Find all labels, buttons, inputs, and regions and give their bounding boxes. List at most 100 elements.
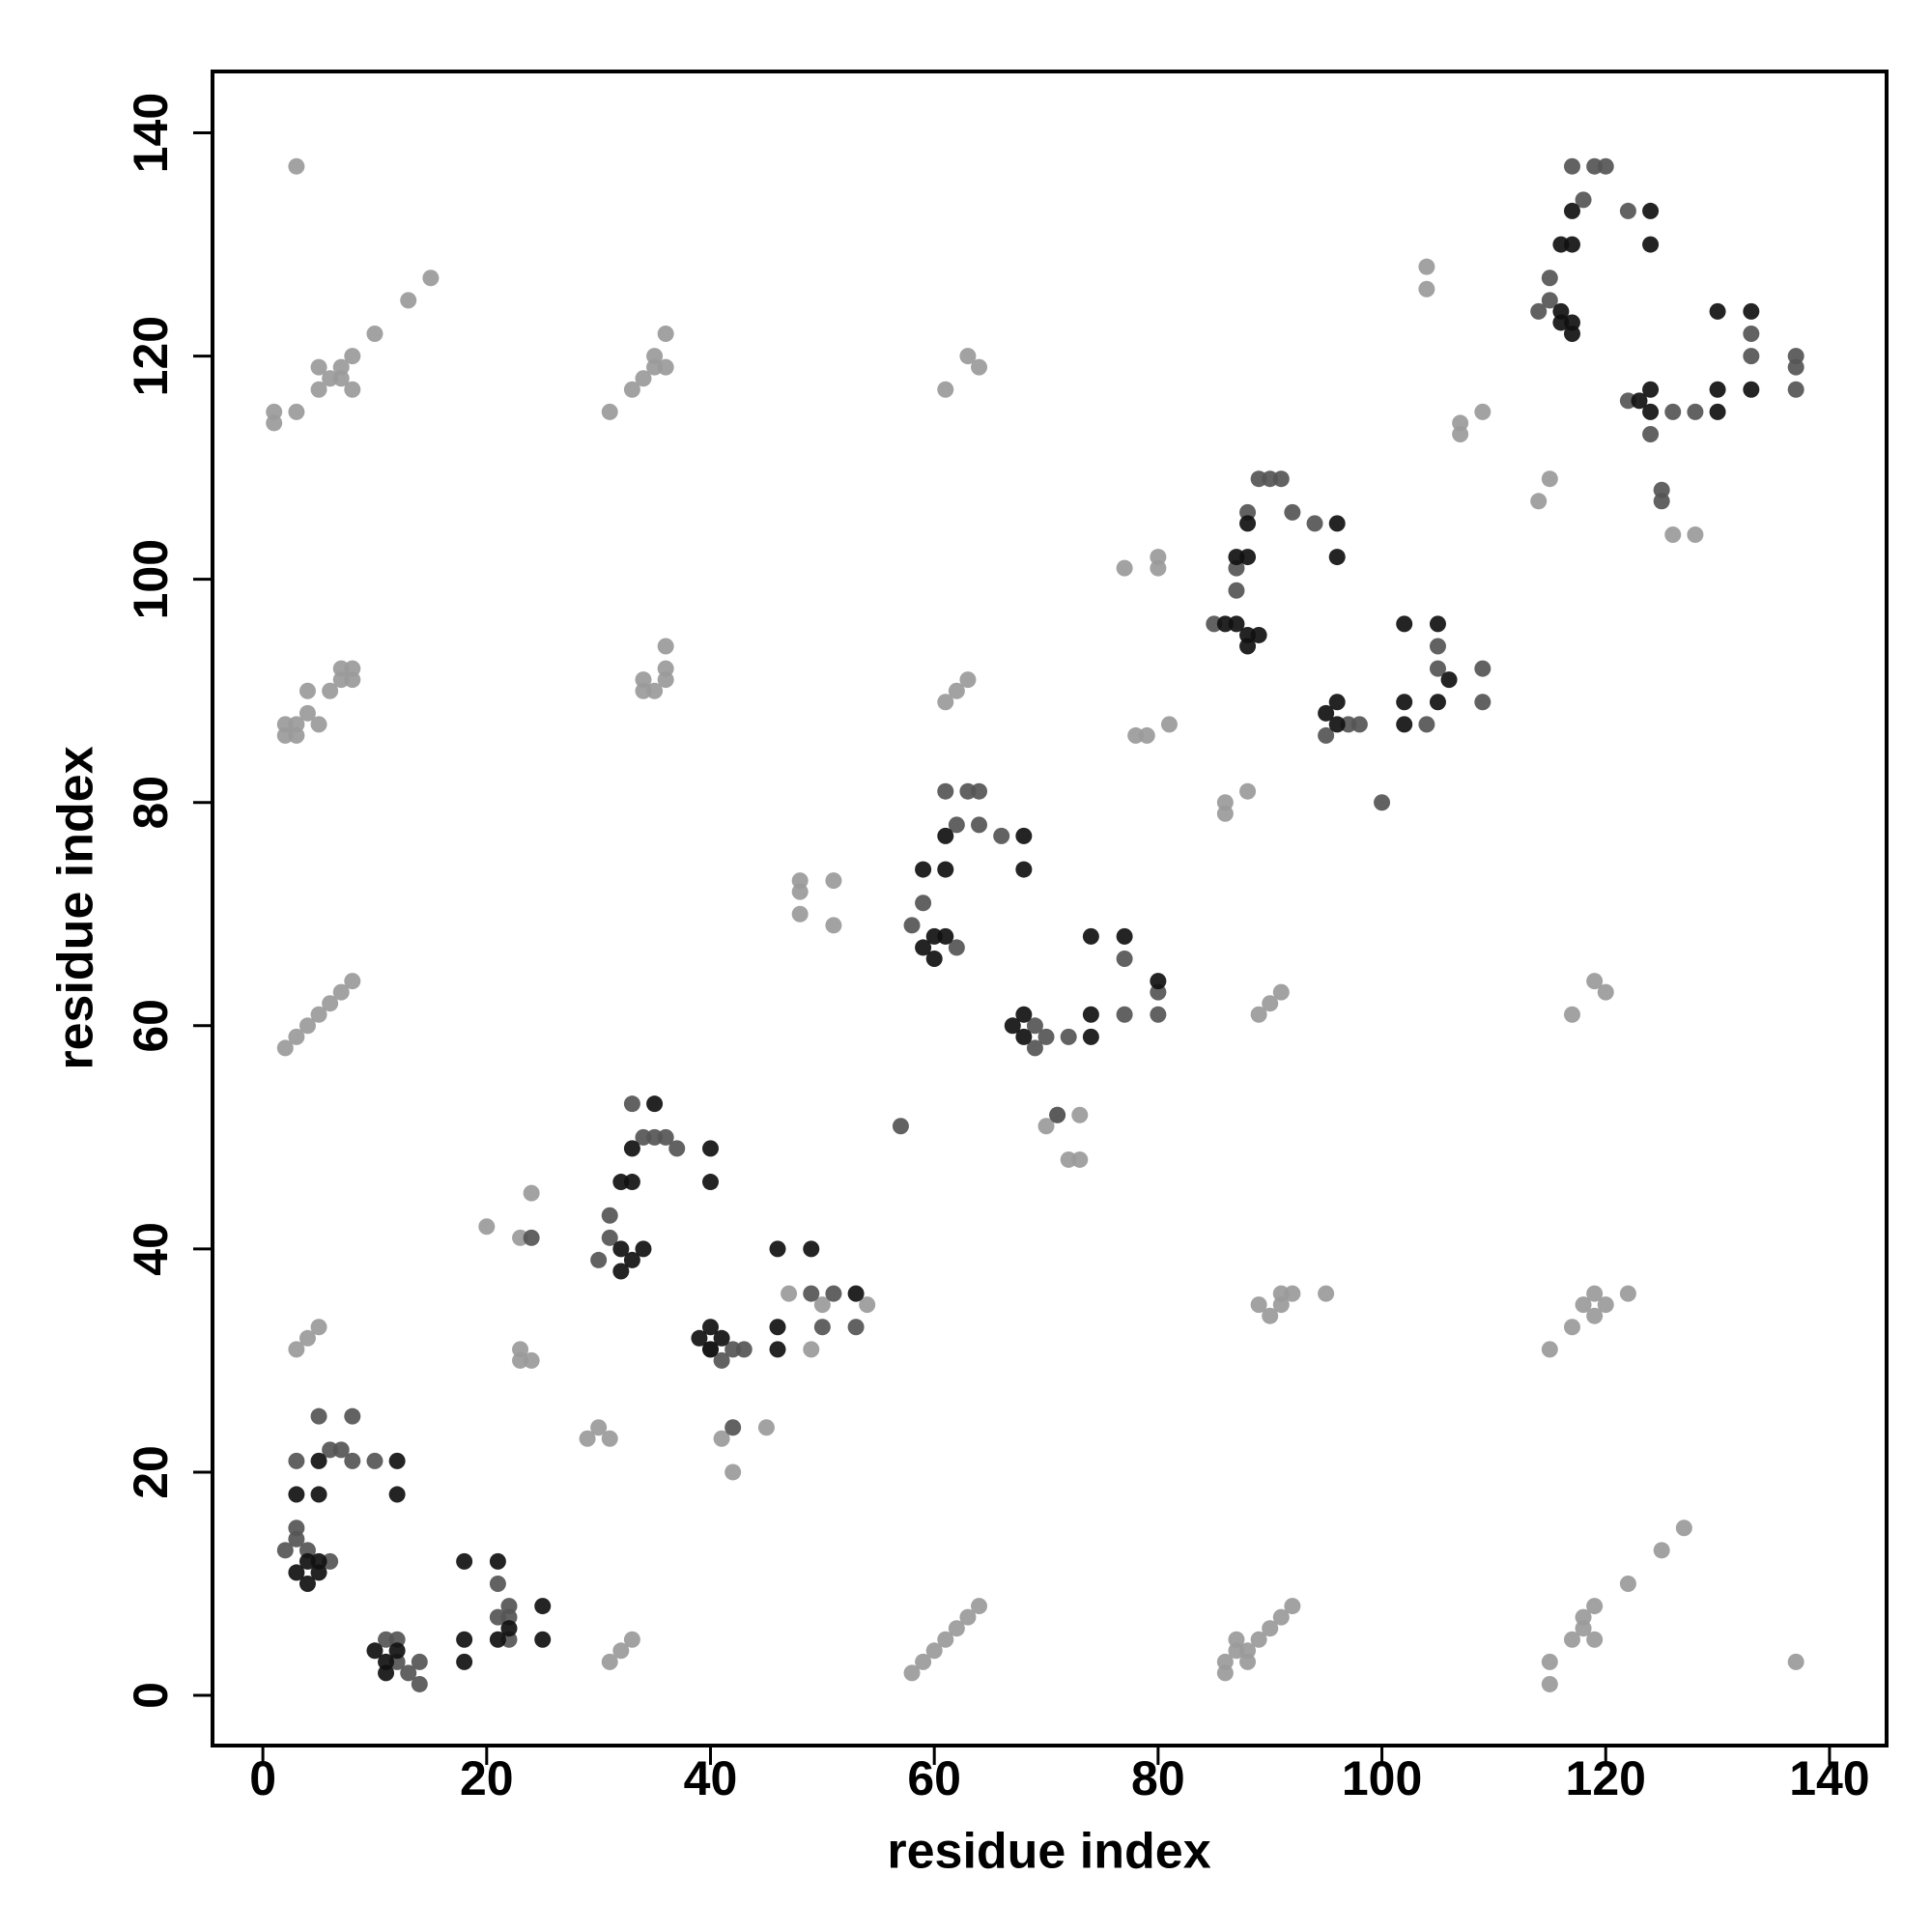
point bbox=[1619, 202, 1636, 219]
point bbox=[310, 716, 327, 733]
point bbox=[1037, 1028, 1055, 1045]
point bbox=[344, 660, 361, 677]
point bbox=[1396, 694, 1413, 711]
point bbox=[489, 1575, 506, 1592]
point bbox=[388, 1452, 406, 1469]
point bbox=[344, 973, 361, 990]
point bbox=[612, 1240, 630, 1258]
point bbox=[701, 1174, 719, 1191]
point bbox=[724, 1463, 742, 1481]
point bbox=[1474, 694, 1492, 711]
y-tick-label: 100 bbox=[124, 539, 178, 619]
point bbox=[288, 157, 305, 175]
point bbox=[937, 782, 954, 800]
point bbox=[646, 348, 664, 365]
point bbox=[1284, 503, 1301, 521]
point bbox=[937, 861, 954, 878]
point bbox=[1396, 615, 1413, 633]
point bbox=[310, 1452, 327, 1469]
point bbox=[646, 1095, 664, 1113]
point bbox=[713, 1351, 730, 1369]
point bbox=[1239, 515, 1257, 532]
point bbox=[310, 1319, 327, 1336]
point bbox=[903, 917, 921, 934]
point bbox=[298, 682, 316, 699]
point bbox=[1664, 526, 1682, 543]
point bbox=[523, 1184, 540, 1202]
point bbox=[1239, 638, 1257, 655]
point bbox=[1429, 660, 1446, 677]
point bbox=[1687, 403, 1704, 420]
y-tick-label: 120 bbox=[124, 316, 178, 396]
point bbox=[1687, 526, 1704, 543]
y-tick-label: 80 bbox=[124, 776, 178, 830]
point bbox=[1015, 1028, 1033, 1045]
point bbox=[344, 348, 361, 365]
point bbox=[1743, 348, 1760, 365]
point bbox=[1452, 414, 1469, 432]
point bbox=[1619, 1285, 1636, 1302]
point bbox=[400, 292, 417, 309]
point bbox=[623, 1174, 640, 1191]
point bbox=[1787, 381, 1804, 398]
point bbox=[668, 1140, 686, 1157]
point bbox=[1015, 827, 1033, 844]
point bbox=[288, 1341, 305, 1358]
point bbox=[1071, 1151, 1089, 1168]
point bbox=[1597, 157, 1614, 175]
point bbox=[366, 1642, 384, 1660]
point bbox=[713, 1430, 730, 1447]
point bbox=[948, 682, 965, 699]
point bbox=[612, 1263, 630, 1280]
point bbox=[1743, 381, 1760, 398]
point bbox=[769, 1341, 786, 1358]
point bbox=[310, 1564, 327, 1581]
point bbox=[1272, 983, 1290, 1001]
point bbox=[735, 1341, 753, 1358]
point bbox=[1082, 1028, 1099, 1045]
point bbox=[657, 638, 674, 655]
point bbox=[1541, 292, 1558, 309]
point bbox=[1575, 1608, 1592, 1626]
point bbox=[971, 816, 988, 834]
point bbox=[1071, 1106, 1089, 1123]
point bbox=[1138, 726, 1155, 744]
point bbox=[1653, 1542, 1670, 1559]
point bbox=[959, 1608, 977, 1626]
point bbox=[1642, 403, 1660, 420]
point bbox=[1150, 973, 1167, 990]
point bbox=[288, 1452, 305, 1469]
point bbox=[623, 1140, 640, 1157]
point bbox=[781, 1285, 798, 1302]
point bbox=[657, 326, 674, 343]
point bbox=[1541, 1675, 1558, 1692]
point bbox=[803, 1240, 820, 1258]
point bbox=[959, 671, 977, 689]
point bbox=[1015, 861, 1033, 878]
point bbox=[948, 816, 965, 834]
point bbox=[971, 1598, 988, 1615]
point bbox=[612, 1642, 630, 1660]
point bbox=[813, 1296, 831, 1314]
point bbox=[456, 1552, 473, 1570]
point bbox=[859, 1296, 876, 1314]
point bbox=[1429, 638, 1446, 655]
point bbox=[523, 1351, 540, 1369]
point bbox=[1474, 660, 1492, 677]
point bbox=[1530, 493, 1548, 510]
point bbox=[892, 1118, 909, 1135]
point bbox=[1787, 348, 1804, 365]
point bbox=[1586, 1598, 1604, 1615]
point bbox=[1250, 1296, 1267, 1314]
point bbox=[825, 1285, 842, 1302]
point bbox=[713, 1329, 730, 1347]
point bbox=[288, 1520, 305, 1537]
point bbox=[903, 1664, 921, 1682]
point bbox=[276, 1542, 294, 1559]
point bbox=[1709, 302, 1726, 320]
point bbox=[691, 1329, 708, 1347]
point bbox=[1541, 470, 1558, 488]
point bbox=[288, 726, 305, 744]
point bbox=[1116, 559, 1133, 577]
point bbox=[623, 1251, 640, 1268]
